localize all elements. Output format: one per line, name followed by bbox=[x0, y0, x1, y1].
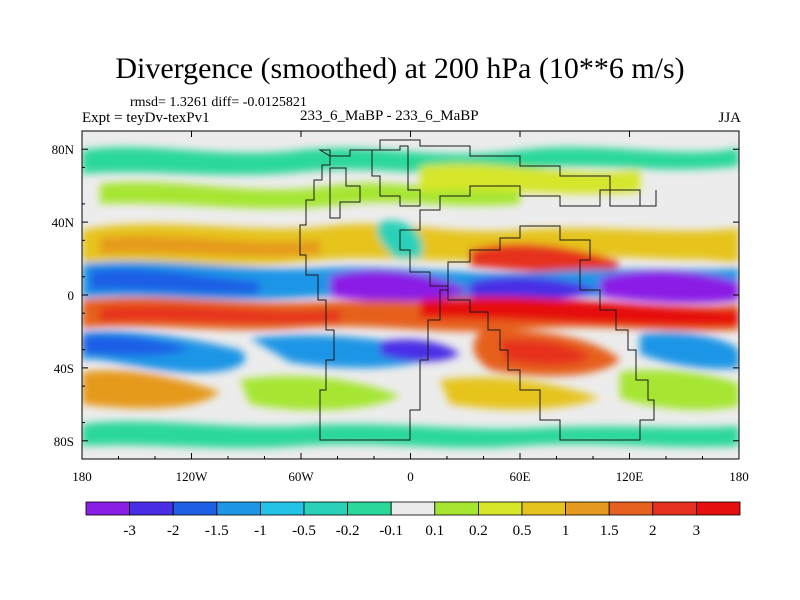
field-region bbox=[420, 296, 739, 327]
colorbar-label: -1 bbox=[254, 523, 267, 539]
colorbar-swatch bbox=[477, 501, 523, 516]
colorbar-label: 3 bbox=[693, 523, 701, 539]
colorbar-swatch bbox=[85, 501, 130, 516]
x-tick-label: 0 bbox=[407, 469, 414, 484]
colorbar-label: -1.5 bbox=[205, 523, 229, 539]
field-region bbox=[82, 370, 220, 409]
x-tick-label: 60E bbox=[510, 469, 531, 484]
field-region bbox=[470, 276, 600, 300]
colorbar: -3 -2 -1.5 -1 -0.5 -0.2 -0.1 0.1 0.2 0.5 1 1.5 2 3 bbox=[85, 501, 741, 539]
colorbar-swatch bbox=[129, 501, 174, 516]
x-axis: 180 120W 60W 0 60E 120E 180 bbox=[72, 131, 749, 484]
colorbar-swatch bbox=[652, 501, 697, 516]
colorbar-swatch bbox=[521, 501, 566, 516]
colorbar-swatch bbox=[696, 501, 741, 516]
plot-title: Divergence (smoothed) at 200 hPa (10**6 … bbox=[115, 52, 685, 85]
y-tick-label: 0 bbox=[68, 288, 75, 303]
colorbar-swatch bbox=[347, 501, 392, 516]
case-label: 233_6_MaBP - 233_6_MaBP bbox=[300, 108, 479, 124]
field-region bbox=[100, 235, 320, 256]
colorbar-swatch bbox=[390, 501, 436, 516]
field-region bbox=[640, 332, 739, 369]
x-tick-label: 180 bbox=[729, 469, 749, 484]
field-region bbox=[470, 243, 620, 278]
y-tick-label: 80S bbox=[54, 434, 74, 449]
colorbar-label: 0.5 bbox=[513, 523, 532, 539]
x-tick-label: 120E bbox=[616, 469, 644, 484]
field-region bbox=[82, 334, 190, 356]
x-tick-label: 120W bbox=[176, 469, 209, 484]
field-region bbox=[380, 339, 460, 362]
field-region bbox=[500, 339, 590, 365]
field-region bbox=[440, 377, 600, 410]
field-region bbox=[82, 297, 739, 332]
field-region bbox=[600, 270, 739, 303]
continent-outline bbox=[371, 145, 421, 207]
colorbar-label: -0.5 bbox=[292, 523, 316, 539]
continent-outline bbox=[329, 167, 361, 219]
experiment-label: Expt = teyDv-texPv1 bbox=[82, 110, 210, 126]
colorbar-swatch bbox=[216, 501, 261, 516]
stats-label: rmsd= 1.3261 diff= -0.0125821 bbox=[130, 95, 307, 110]
continent-outlines bbox=[299, 139, 657, 441]
colorbar-swatch bbox=[434, 501, 479, 516]
colorbar-label: -0.2 bbox=[336, 523, 360, 539]
colorbar-swatch bbox=[608, 501, 654, 516]
field-region bbox=[82, 147, 739, 175]
colorbar-label: -2 bbox=[167, 523, 180, 539]
y-tick-label: 40S bbox=[54, 361, 74, 376]
field-region bbox=[90, 268, 260, 295]
divergence-field bbox=[82, 131, 739, 459]
colorbar-label: -3 bbox=[123, 523, 136, 539]
colorbar-swatch bbox=[303, 501, 348, 516]
x-tick-label: 180 bbox=[72, 469, 92, 484]
colorbar-label: 1 bbox=[562, 523, 570, 539]
field-region bbox=[660, 235, 739, 262]
colorbar-label: 2 bbox=[649, 523, 657, 539]
season-label: JJA bbox=[718, 110, 741, 126]
colorbar-swatch bbox=[565, 501, 610, 516]
y-axis: 80N 40N 0 40S 80S bbox=[52, 130, 739, 460]
field-region bbox=[100, 305, 340, 324]
field-region bbox=[100, 182, 520, 209]
colorbar-label: 0.2 bbox=[469, 523, 488, 539]
colorbar-label: 1.5 bbox=[600, 523, 619, 539]
colorbar-swatch bbox=[172, 501, 218, 516]
continent-outline bbox=[299, 139, 657, 441]
colorbar-swatch bbox=[259, 501, 305, 516]
y-tick-label: 80N bbox=[52, 142, 75, 157]
colorbar-label: 0.1 bbox=[425, 523, 444, 539]
field-region bbox=[330, 270, 470, 302]
x-tick-label: 60W bbox=[288, 469, 314, 484]
y-tick-label: 40N bbox=[52, 215, 75, 230]
colorbar-label: -0.1 bbox=[379, 523, 403, 539]
